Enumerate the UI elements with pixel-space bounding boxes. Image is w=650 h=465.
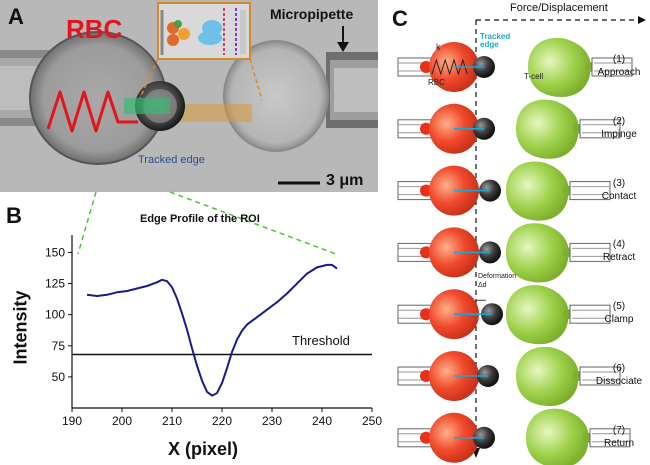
step-number: (3) xyxy=(612,177,626,189)
t-cell xyxy=(526,408,589,465)
step-label: (3) Contact xyxy=(590,177,648,203)
rbc-row1-label: RBC xyxy=(428,78,445,87)
panel-c: C Force/Displacement ( xyxy=(392,0,650,465)
step-row xyxy=(397,223,611,283)
step-row xyxy=(397,99,621,159)
rbc-spring xyxy=(46,90,138,133)
force-displacement-label: Force/Displacement xyxy=(510,2,608,14)
rbc-nub xyxy=(420,122,432,135)
t-cell xyxy=(506,161,569,221)
step-number: (1) xyxy=(612,54,626,65)
tracked-edge-c-label: Tracked edge xyxy=(480,32,511,49)
y-tick-label: 125 xyxy=(45,277,65,291)
rbc-nub xyxy=(420,370,432,382)
panel-c-letter: C xyxy=(392,6,408,31)
t-cell xyxy=(506,285,569,345)
rbc-nub xyxy=(420,308,432,321)
step-number: (2) xyxy=(612,115,626,127)
rbc-spring xyxy=(431,58,468,76)
edge-profile-line xyxy=(86,263,338,397)
panel-a-micrograph xyxy=(0,0,378,192)
step-name: Return xyxy=(603,437,634,449)
panel-a: A RBC Micropipette Tracked edge 3 μm xyxy=(0,0,378,192)
rbc-nub xyxy=(420,184,432,197)
t-cell xyxy=(223,40,329,152)
t-cell xyxy=(528,37,591,97)
y-tick-label: 100 xyxy=(45,308,65,322)
step-label: (6) Dissociate xyxy=(590,362,648,388)
step-number: (6) xyxy=(612,363,626,374)
rbc-nub xyxy=(420,61,432,73)
y-axis-label: Intensity xyxy=(10,290,31,365)
y-tick-label: 75 xyxy=(52,339,66,353)
roi-zoom-guides xyxy=(77,191,337,255)
rbc-nub xyxy=(420,431,432,444)
step-name: Clamp xyxy=(604,314,634,326)
micropipette-label: Micropipette xyxy=(270,6,354,22)
step-number: (4) xyxy=(612,239,626,251)
edge-profile-chart: 50 75 100 125 150 190 200 210 220 230 240 250 xyxy=(45,235,382,428)
x-tick-label: 240 xyxy=(312,414,332,428)
step-label: (5) Clamp xyxy=(590,300,648,326)
x-tick-label: 200 xyxy=(112,414,132,428)
chart-title: Edge Profile of the ROI xyxy=(140,213,260,225)
green-roi xyxy=(124,98,170,114)
threshold-label: Threshold xyxy=(292,333,350,348)
step-name: Contact xyxy=(601,190,637,202)
x-tick-label: 230 xyxy=(262,414,282,428)
tracked-edge-label: Tracked edge xyxy=(138,154,205,166)
panel-b-letter: B xyxy=(6,203,22,228)
step-name: Retract xyxy=(602,252,636,264)
step-name: Dissociate xyxy=(595,376,643,387)
step-name: Impinge xyxy=(601,128,637,140)
deformation-label: Deformation xyxy=(478,273,517,280)
step-row xyxy=(397,346,621,406)
x-tick-label: 190 xyxy=(62,414,82,428)
step-row xyxy=(397,408,631,465)
orange-roi-shadow xyxy=(176,104,252,122)
y-tick-label: 150 xyxy=(45,245,65,259)
scale-bar-label: 3 μm xyxy=(326,172,364,189)
panel-a-letter: A xyxy=(8,4,24,29)
t-cell xyxy=(516,99,579,159)
t-cell xyxy=(516,346,579,406)
step-label: (1) Approach xyxy=(590,53,648,79)
tcell-label: T-cell xyxy=(524,72,544,81)
step-number: (5) xyxy=(612,301,626,313)
delta-d-label: Δd xyxy=(478,282,487,289)
spring-k-label: k xyxy=(436,42,441,52)
t-cell xyxy=(506,223,569,283)
step-row xyxy=(397,37,633,97)
step-label: (4) Retract xyxy=(590,238,648,264)
x-tick-label: 210 xyxy=(162,414,182,428)
step-row xyxy=(397,285,611,345)
y-tick-label: 50 xyxy=(52,370,66,384)
x-axis-label: X (pixel) xyxy=(168,439,239,459)
rbc-nub xyxy=(420,246,432,259)
step-row xyxy=(397,161,611,221)
step-label: (2) Impinge xyxy=(590,115,648,141)
x-tick-label: 250 xyxy=(362,414,382,428)
step-label: (7) Return xyxy=(590,424,648,450)
x-tick-label: 220 xyxy=(212,414,232,428)
step-number: (7) xyxy=(612,424,626,436)
rbc-label: RBC xyxy=(66,14,123,44)
panel-c-diagram xyxy=(397,16,646,465)
step-name: Approach xyxy=(597,67,641,78)
panel-b: B Edge Profile of the ROI 50 75 100 125 150 1… xyxy=(0,195,385,465)
